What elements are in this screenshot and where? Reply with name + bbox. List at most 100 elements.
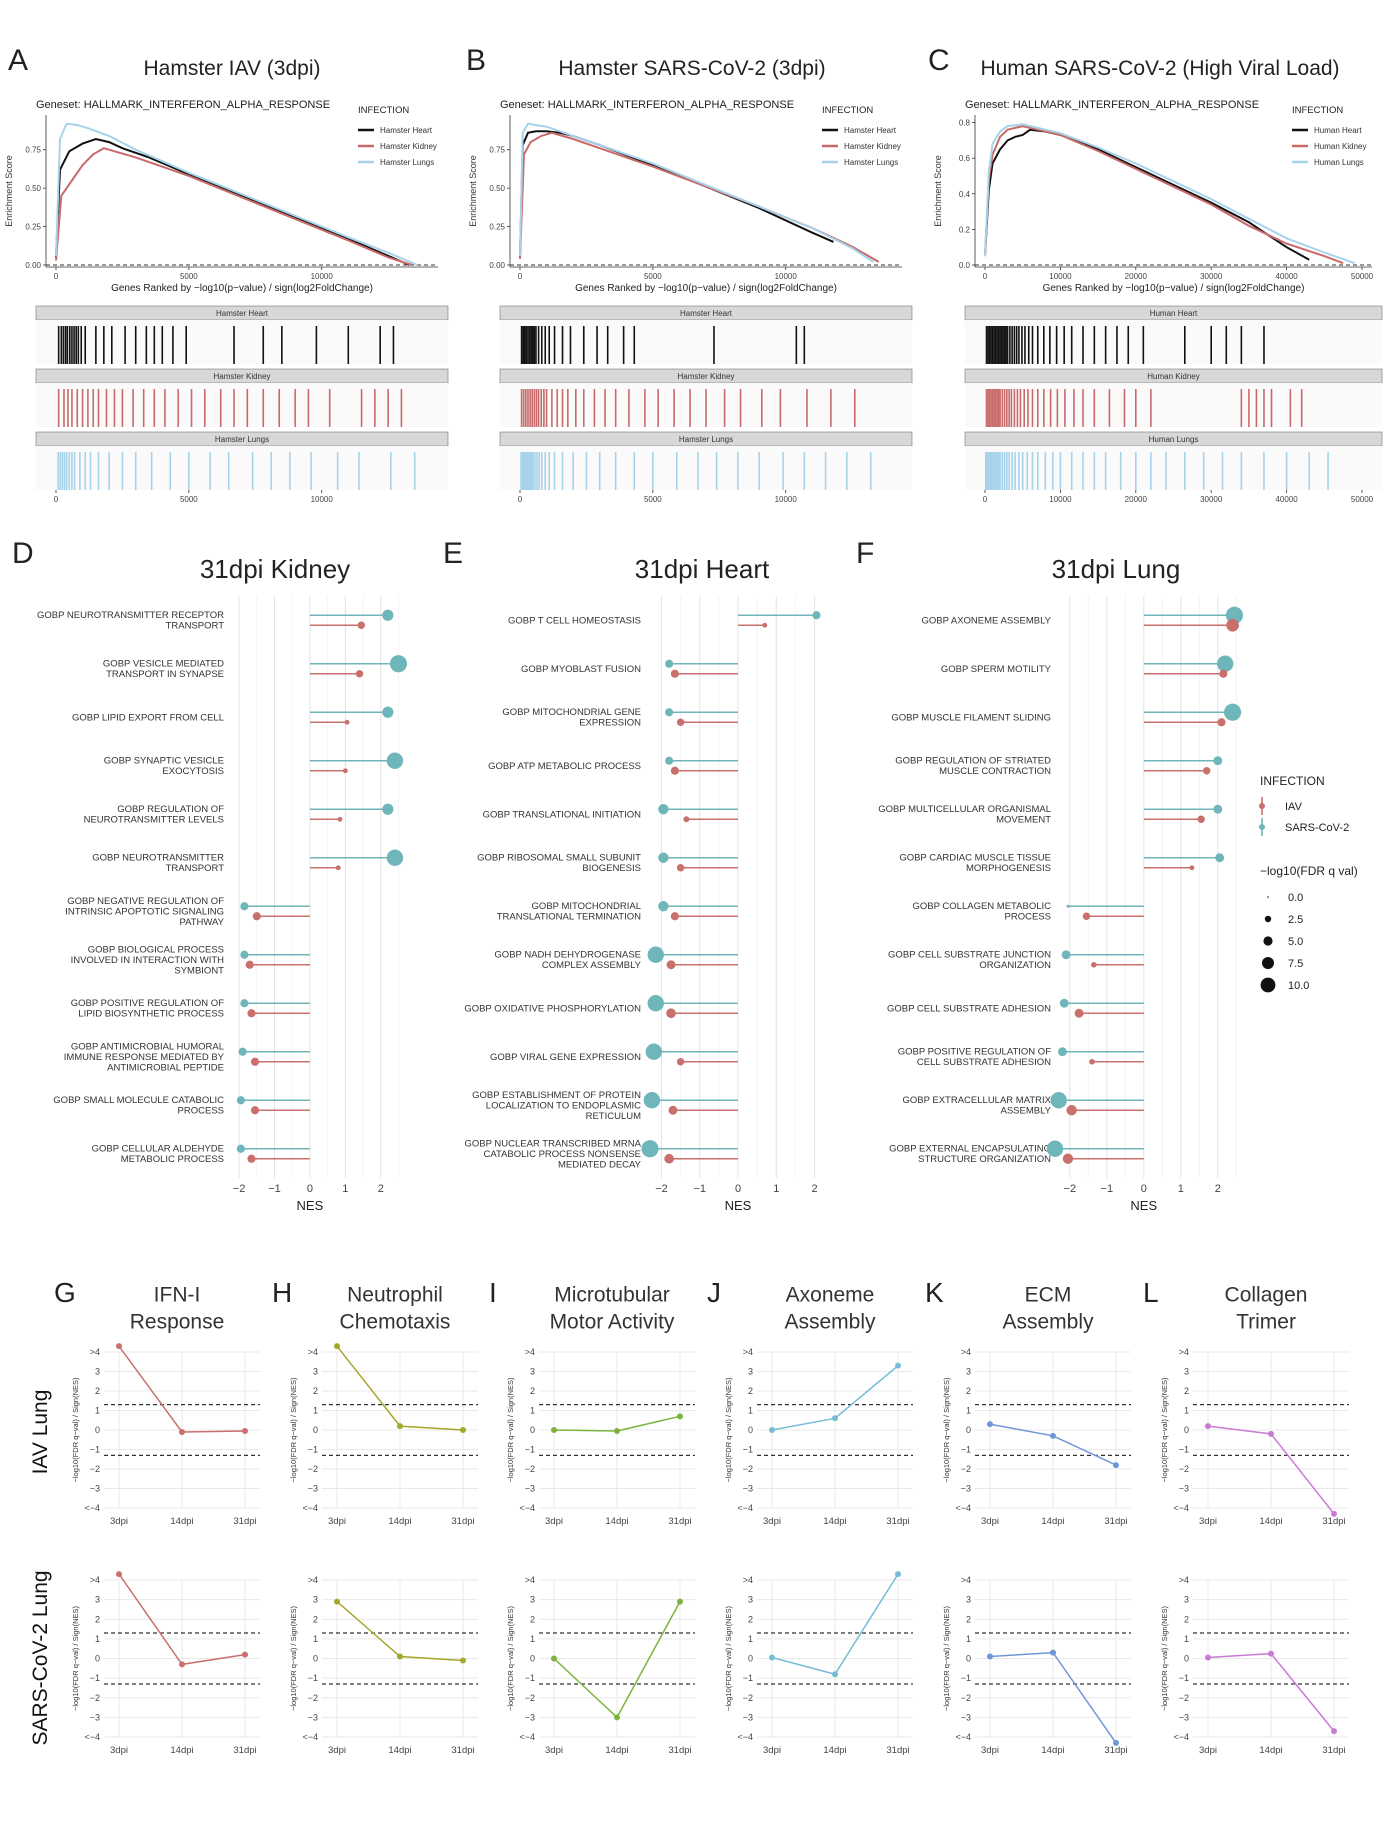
lollipop-dot-sars	[643, 1092, 661, 1109]
panel-letter: L	[1143, 1277, 1159, 1308]
y-tick-label: 3	[530, 1595, 535, 1605]
x-tick-label: 10000	[1049, 272, 1072, 281]
timecourse-iav: >4 3 2 1 0 −1 −2 −3 <−4 −log10(FDR q−val) / Sign(…	[1160, 1347, 1349, 1527]
pathway-label-line: MORPHOGENESIS	[966, 863, 1051, 874]
pathway-label: GOBP NUCLEAR TRANSCRIBED MRNA CATABOLIC P…	[465, 1138, 642, 1170]
x-axis-label: NES	[725, 1198, 752, 1213]
y-tick-label: >4	[961, 1575, 971, 1585]
y-tick-label: <−4	[519, 1732, 535, 1742]
pathway-label-line: GOBP NUCLEAR TRANSCRIBED MRNA	[465, 1138, 642, 1149]
rug-tick-label: 30000	[1200, 495, 1223, 504]
pathway-label-line: PROCESS	[178, 1106, 224, 1117]
panel-title: ECM Assembly	[1002, 1284, 1094, 1334]
y-tick-label: 2	[530, 1614, 535, 1624]
data-point	[179, 1428, 185, 1435]
y-tick-label: −2	[90, 1693, 100, 1703]
pathway-label: GOBP ESTABLISHMENT OF PROTEIN LOCALIZATIO…	[472, 1090, 641, 1122]
y-tick-label: 1	[966, 1634, 971, 1644]
lollipop-dot-sars	[647, 995, 664, 1012]
data-point	[769, 1654, 775, 1661]
pathway-label: GOBP EXTRACELLULAR MATRIX ASSEMBLY	[902, 1095, 1051, 1117]
pathway-label-line: EXPRESSION	[579, 718, 641, 729]
data-point	[832, 1671, 838, 1678]
pathway-label: GOBP NEUROTRANSMITTER TRANSPORT	[92, 853, 224, 875]
y-tick-label: >4	[90, 1575, 100, 1585]
timecourse-sars: >4 3 2 1 0 −1 −2 −3 <−4 −log10(FDR q−val) / Sign(…	[942, 1575, 1131, 1756]
x-tick-label: 0	[1141, 1183, 1147, 1195]
lollipop-dot-iav	[668, 1105, 678, 1115]
x-tick-label: 3dpi	[328, 1745, 346, 1756]
y-tick-label: −1	[90, 1445, 100, 1455]
lollipop-dot-sars	[641, 1140, 659, 1158]
lollipop-dot-sars	[1066, 904, 1070, 908]
y-tick-label: −3	[90, 1484, 100, 1494]
legend-title: INFECTION	[358, 105, 409, 116]
rug-strip-bg	[36, 320, 448, 364]
pathway-label-line: GOBP COLLAGEN METABOLIC	[913, 901, 1052, 912]
data-point	[1113, 1739, 1119, 1746]
data-point	[334, 1598, 340, 1605]
data-point	[1268, 1650, 1274, 1657]
x-axis-label: Genes Ranked by −log10(p−value) / sign(l…	[575, 283, 837, 294]
data-point	[677, 1413, 683, 1420]
lollipop-dot-sars	[1213, 804, 1223, 814]
pathway-label: GOBP MITOCHONDRIAL GENE EXPRESSION	[502, 707, 641, 729]
lollipop-dot-sars	[665, 708, 674, 717]
lollipop-dot-sars	[382, 609, 394, 621]
x-tick-label: 1	[342, 1183, 348, 1195]
rug-strip-bg	[500, 446, 912, 490]
y-tick-label: −1	[743, 1445, 753, 1455]
es-line-kidney	[55, 147, 413, 266]
x-tick-label: 0	[54, 272, 59, 281]
panel-letter: D	[12, 537, 34, 570]
panel-title: Hamster IAV (3dpi)	[144, 57, 321, 80]
rug-strip-bg	[500, 320, 912, 364]
pathway-label-line: STRUCTURE ORGANIZATION	[918, 1154, 1051, 1165]
y-axis-label: −log10(FDR q−val) / Sign(NES)	[942, 1377, 951, 1483]
panel-title-line: Trimer	[1236, 1311, 1296, 1334]
lollipop-dot-iav	[676, 864, 685, 872]
x-axis-label: NES	[1130, 1198, 1157, 1213]
y-tick-label: 3	[530, 1367, 535, 1377]
y-tick-label: >4	[743, 1347, 753, 1357]
x-tick-label: 31dpi	[668, 1516, 691, 1527]
y-tick-label: >4	[525, 1347, 535, 1357]
pathway-label-line: GOBP MITOCHONDRIAL GENE	[502, 707, 641, 718]
lollipop-dot-sars	[386, 849, 404, 866]
rug-strip-bg	[36, 446, 448, 490]
es-line-lungs	[984, 123, 1355, 265]
data-point	[987, 1421, 993, 1428]
panel-title: Human SARS-CoV-2 (High Viral Load)	[980, 57, 1339, 80]
pathway-label: GOBP NEUROTRANSMITTER RECEPTOR TRANSPORT	[37, 610, 224, 632]
x-axis-label: NES	[297, 1198, 324, 1213]
x-tick-label: 3dpi	[110, 1745, 128, 1756]
panel-title: IFN-I Response	[130, 1284, 225, 1334]
lollipop-dot-iav	[247, 1009, 256, 1018]
pathway-label: GOBP CELL SUBSTRATE JUNCTION ORGANIZATION	[888, 950, 1051, 972]
timecourse-sars: >4 3 2 1 0 −1 −2 −3 <−4 −log10(FDR q−val) / Sign(…	[724, 1571, 913, 1756]
panel-letter: H	[272, 1277, 292, 1308]
y-tick-label: <−4	[1173, 1503, 1189, 1513]
pathway-label-line: GOBP BIOLOGICAL PROCESS	[88, 944, 224, 955]
es-line-heart	[984, 128, 1310, 261]
y-tick-label: 1	[748, 1406, 753, 1416]
pathway-label-line: NEUROTRANSMITTER LEVELS	[84, 815, 224, 826]
x-tick-label: 14dpi	[388, 1516, 411, 1527]
legend-title: INFECTION	[822, 105, 873, 116]
timecourse-panel-G: G IFN-I Response >4 3 2 1 0 −1 −2 −3 <−4 −log10(FDR …	[54, 1277, 260, 1756]
pathway-label: GOBP VESICLE MEDIATED TRANSPORT IN SYNAPS…	[103, 659, 224, 681]
y-tick-label: <−4	[302, 1503, 318, 1513]
legend-label: Hamster Heart	[380, 126, 433, 135]
panel-letter: K	[925, 1277, 944, 1308]
lollipop-dot-sars	[1050, 1092, 1067, 1109]
x-tick-label: 30000	[1200, 272, 1223, 281]
pathway-label: GOBP RIBOSOMAL SMALL SUBUNIT BIOGENESIS	[477, 853, 641, 875]
lollipop-dot-sars	[240, 902, 249, 911]
data-point	[832, 1415, 838, 1422]
legend-label: Hamster Lungs	[380, 158, 434, 167]
y-tick-label: 2	[1184, 1386, 1189, 1396]
legend-size-dot	[1264, 915, 1272, 923]
x-axis-label: Genes Ranked by −log10(p−value) / sign(l…	[1043, 283, 1305, 294]
pathway-label: GOBP POSITIVE REGULATION OF LIPID BIOSYNT…	[71, 998, 224, 1020]
